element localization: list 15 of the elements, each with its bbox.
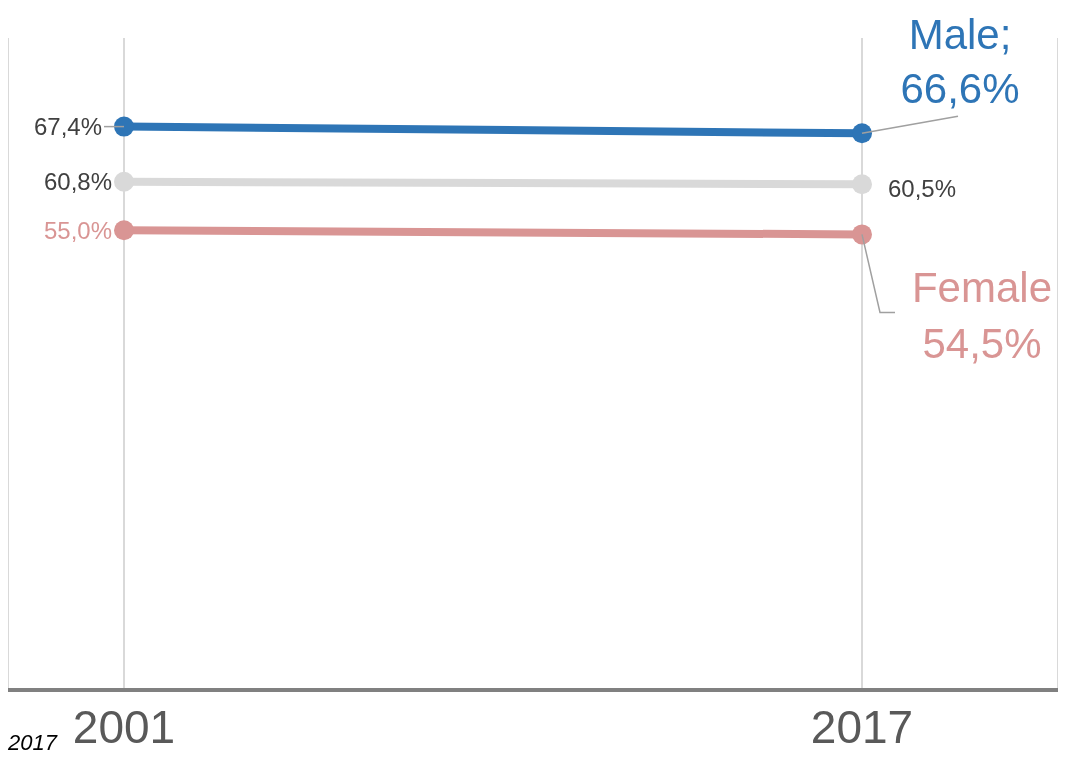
point [852,174,872,195]
series-label: Male; [908,11,1012,59]
data-label: 67,4% [33,113,102,141]
data-label: 60,8% [43,168,112,196]
point [114,171,134,192]
series-label: Female [911,264,1053,312]
data-label: 55,0% [43,216,112,244]
point [852,123,872,144]
data-label: 54,5% [922,320,1042,368]
data-label: 60,5% [888,174,957,202]
data-label: 66,6% [900,65,1020,113]
point [114,116,134,137]
x-tick-label: 2001 [72,700,176,753]
point [114,220,134,241]
point [852,224,872,245]
